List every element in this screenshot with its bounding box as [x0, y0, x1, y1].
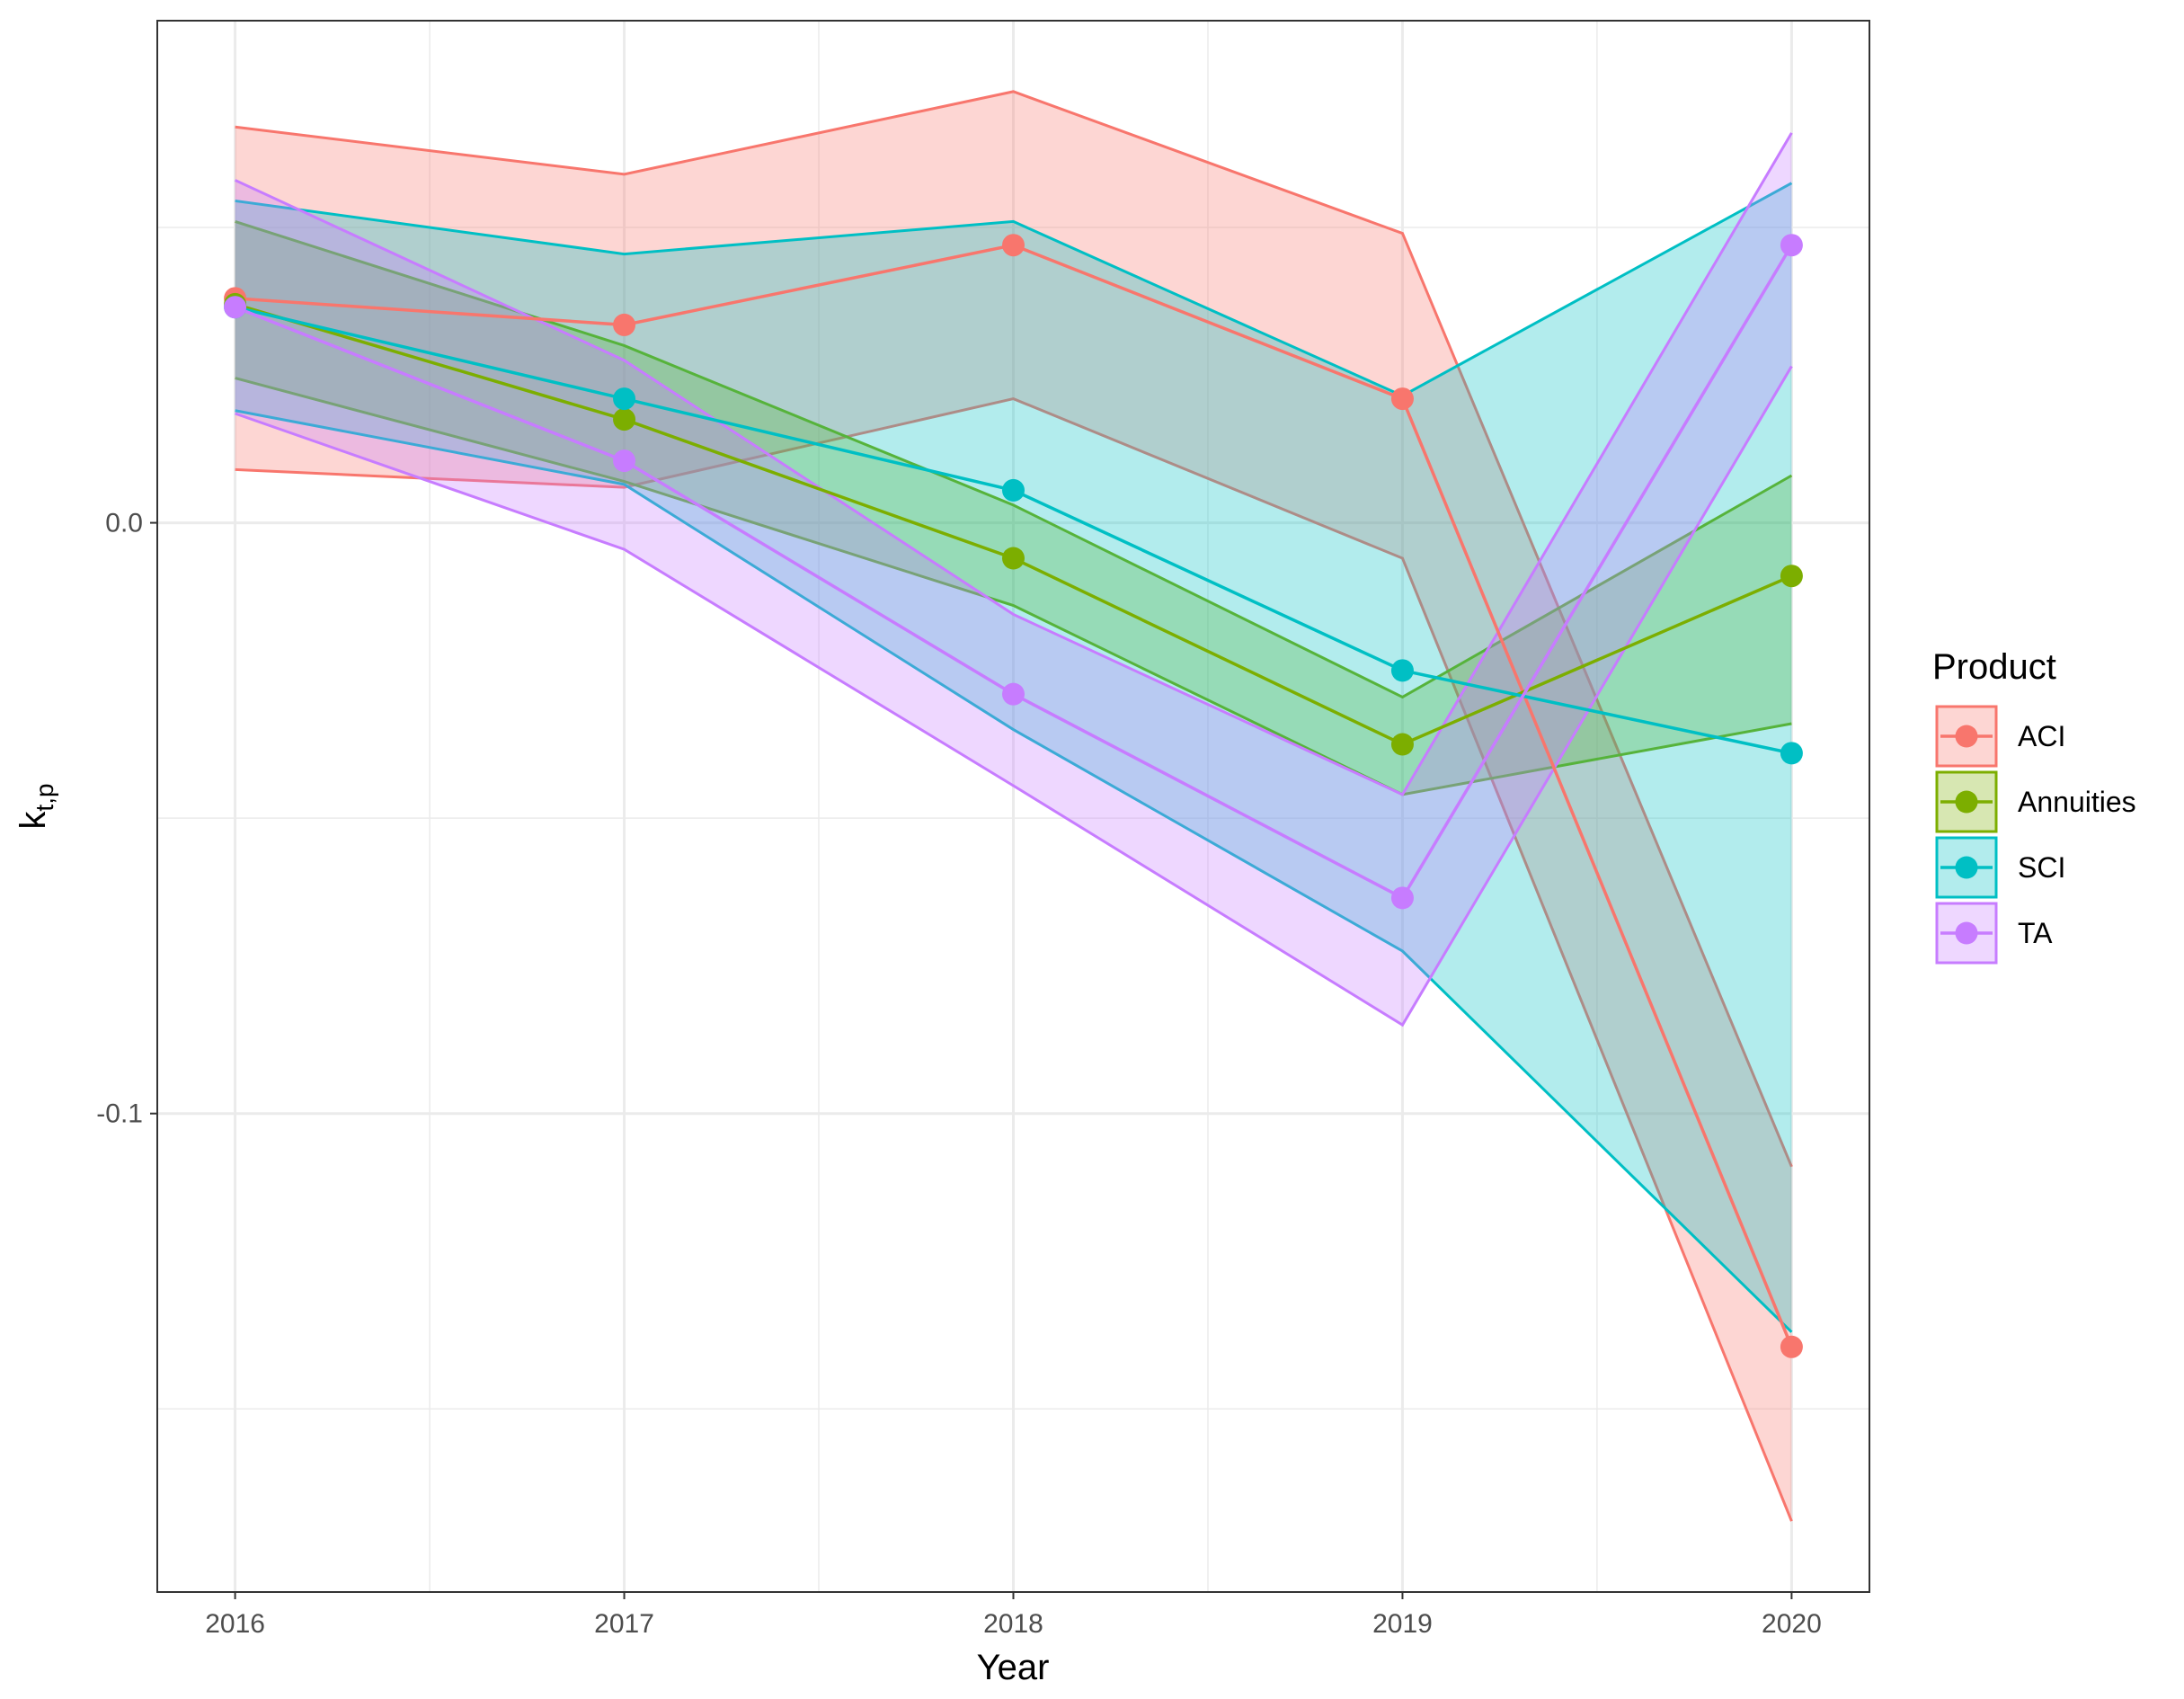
legend-title: Product	[1932, 647, 2056, 687]
x-tick-label: 2018	[983, 1609, 1043, 1639]
x-tick-label: 2017	[594, 1609, 654, 1639]
legend-label-annuities: Annuities	[2018, 786, 2136, 818]
data-point-ta	[1390, 886, 1414, 910]
y-axis-title: kt,p	[13, 783, 58, 829]
data-point-sci	[1002, 478, 1025, 502]
y-tick-label: -0.1	[96, 1099, 143, 1129]
data-point-annuities	[613, 408, 636, 431]
data-point-ta	[1002, 682, 1025, 706]
legend-key-point-annuities	[1955, 790, 1978, 814]
y-axis-title-main: k	[13, 811, 53, 830]
data-point-ta	[224, 296, 247, 319]
ribbon-upper-ta	[234, 132, 1793, 796]
ribbon-annuities	[235, 221, 1792, 795]
ribbon-aci	[235, 91, 1792, 1522]
data-point-annuities	[1780, 565, 1803, 588]
data-point-aci	[1780, 1335, 1803, 1358]
y-axis: 0.0 -0.1	[96, 509, 157, 1129]
legend-label-ta: TA	[2018, 917, 2053, 949]
legend-key-point-ta	[1955, 921, 1978, 945]
x-tick-label: 2019	[1372, 1609, 1433, 1639]
data-point-annuities	[1390, 733, 1414, 756]
data-point-aci	[1390, 387, 1414, 411]
x-tick-label: 2016	[205, 1609, 265, 1639]
y-axis-title-subscript: t,p	[31, 783, 58, 811]
ribbon-upper-annuities	[235, 219, 1793, 699]
legend-label-sci: SCI	[2018, 851, 2065, 884]
ribbon-lower-sci	[235, 409, 1793, 1333]
legend-label-aci: ACI	[2018, 720, 2065, 752]
data-point-ta	[1780, 234, 1803, 257]
data-point-ta	[613, 449, 636, 473]
x-axis: 2016 2017 2018 2019 2020	[205, 1592, 1822, 1639]
ribbon-upper-aci	[235, 90, 1793, 1168]
ribbon-upper-sci	[235, 182, 1793, 397]
legend-key-point-aci	[1955, 725, 1978, 748]
points	[224, 234, 1803, 1358]
x-axis-title: Year	[977, 1648, 1050, 1687]
data-point-aci	[1002, 234, 1025, 257]
data-point-aci	[613, 313, 636, 336]
ribbon-lower-aci	[235, 397, 1793, 1522]
ribbon-lower-annuities	[235, 377, 1792, 796]
legend-key-point-sci	[1955, 856, 1978, 879]
ribbon-ta	[235, 132, 1792, 1026]
data-point-sci	[1780, 742, 1803, 765]
legend: Product ACI Annuities SCI TA	[1932, 647, 2136, 965]
data-point-sci	[613, 387, 636, 411]
data-point-sci	[1390, 659, 1414, 682]
y-tick-label: 0.0	[105, 509, 143, 538]
data-point-annuities	[1002, 547, 1025, 570]
grid-major	[157, 21, 1869, 1592]
x-tick-label: 2020	[1762, 1609, 1822, 1639]
ribbon-lower-ta	[235, 365, 1793, 1027]
